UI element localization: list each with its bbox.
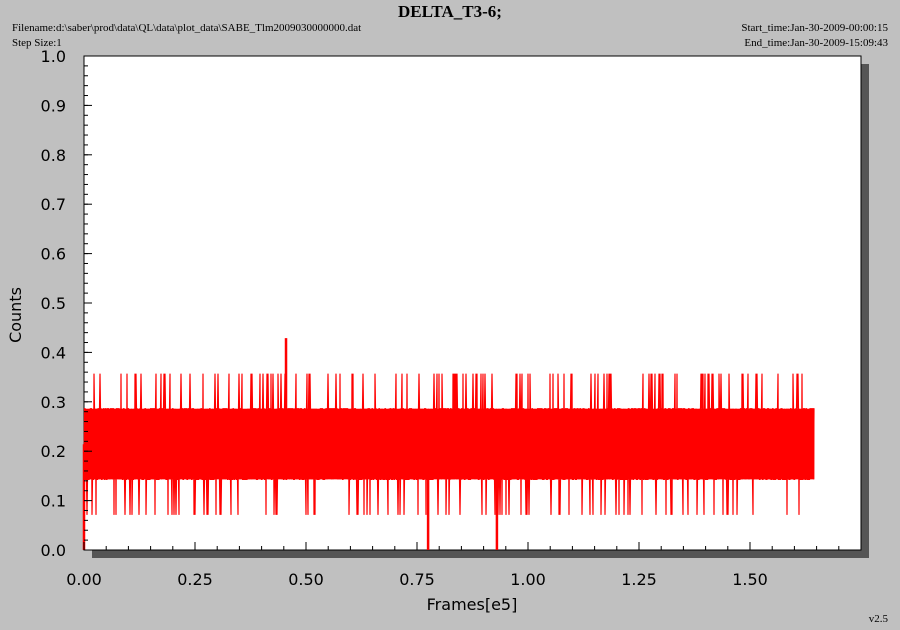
x-tick-label: 0.25 bbox=[177, 570, 213, 589]
y-tick-label: 0.1 bbox=[41, 492, 66, 511]
step-size-label: Step Size:1 bbox=[12, 37, 62, 49]
y-tick-label: 0.3 bbox=[41, 393, 66, 412]
y-tick-label: 0.8 bbox=[41, 146, 66, 165]
start-time-label: Start_time:Jan-30-2009-00:00:15 bbox=[741, 22, 888, 34]
y-tick-label: 0.5 bbox=[41, 294, 66, 313]
y-tick-label: 0.6 bbox=[41, 245, 66, 264]
x-tick-label: 1.25 bbox=[621, 570, 657, 589]
chart-title: DELTA_T3-6; bbox=[398, 2, 502, 21]
y-tick-label: 0.0 bbox=[41, 541, 66, 560]
y-axis-label: Counts bbox=[6, 287, 25, 343]
y-tick-label: 0.4 bbox=[41, 343, 66, 362]
x-tick-label: 1.00 bbox=[510, 570, 546, 589]
x-tick-label: 1.50 bbox=[732, 570, 768, 589]
end-time-label: End_time:Jan-30-2009-15:09:43 bbox=[744, 37, 888, 49]
filename-label: Filename:d:\saber\prod\data\QL\data\plot… bbox=[12, 22, 362, 34]
y-tick-label: 0.7 bbox=[41, 195, 66, 214]
y-tick-label: 0.9 bbox=[41, 96, 66, 115]
series-line bbox=[83, 373, 815, 515]
series-layer bbox=[82, 338, 815, 550]
x-tick-label: 0.50 bbox=[288, 570, 324, 589]
x-tick-label: 0.75 bbox=[399, 570, 435, 589]
x-tick-label: 0.00 bbox=[66, 570, 102, 589]
axis-layer: 0.0 0.1 0.2 0.3 0.4 0.5 0.6 0.7 0.8 0.9 1.0 0.00 0.2… bbox=[41, 47, 862, 589]
version-label: v2.5 bbox=[868, 613, 888, 625]
y-tick-label: 0.2 bbox=[41, 442, 66, 461]
x-axis-label: Frames[e5] bbox=[427, 595, 518, 614]
y-tick-label: 1.0 bbox=[41, 47, 66, 66]
